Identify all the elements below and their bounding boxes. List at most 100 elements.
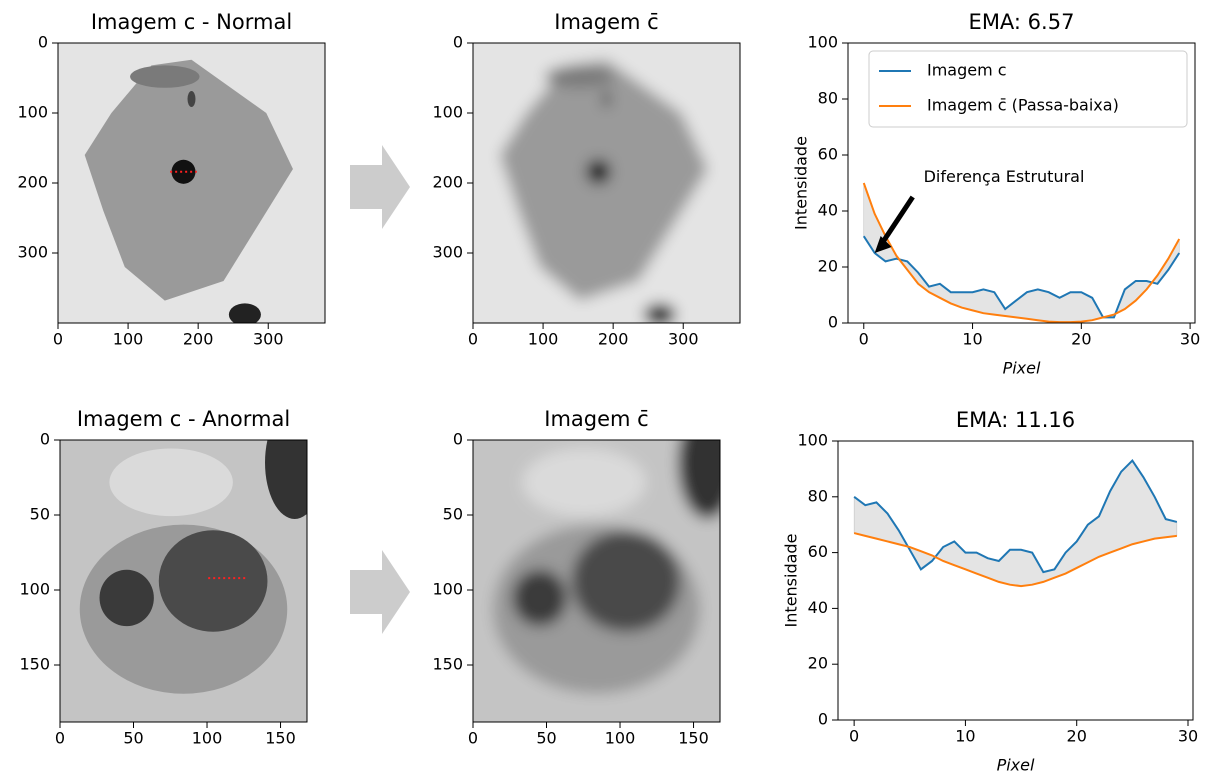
dark-corner xyxy=(265,440,307,519)
image xyxy=(473,43,740,323)
chart-title: EMA: 6.57 xyxy=(969,10,1075,34)
y-tick-label: 60 xyxy=(818,145,838,164)
axes-frame xyxy=(847,42,1196,324)
x-tick-label: 0 xyxy=(859,330,869,349)
chart-title: Imagem c̄ xyxy=(544,407,648,431)
y-tick-label: 100 xyxy=(19,580,50,599)
image-content xyxy=(473,43,740,323)
image-content xyxy=(60,440,307,722)
x-tick-label: 300 xyxy=(668,330,699,349)
image-content xyxy=(58,43,325,323)
y-tick-label: 100 xyxy=(17,103,48,122)
y-tick-label: 0 xyxy=(38,33,48,52)
nucleus xyxy=(586,159,611,184)
x-axis-label: Pixel xyxy=(997,756,1035,775)
x-tick-label: 200 xyxy=(183,330,214,349)
difference-fill xyxy=(853,460,1178,587)
nucleus xyxy=(571,530,681,632)
y-tick-label: 150 xyxy=(432,655,463,674)
axes-frame xyxy=(837,440,1194,721)
nucleus-small xyxy=(512,569,567,627)
granule xyxy=(602,91,611,107)
debris xyxy=(228,303,261,323)
y-tick-label: 40 xyxy=(808,598,828,617)
y-axis-label: Intensidade xyxy=(792,136,811,230)
y-tick-label: 60 xyxy=(808,542,828,561)
y-tick-label: 0 xyxy=(453,430,463,449)
chart-title: Imagem c - Anormal xyxy=(77,407,290,431)
x-tick-label: 150 xyxy=(265,729,296,748)
annotation: Diferença Estrutural xyxy=(924,167,1085,186)
y-tick-label: 100 xyxy=(432,103,463,122)
y-tick-label: 80 xyxy=(818,89,838,108)
y-tick-label: 100 xyxy=(432,580,463,599)
image xyxy=(473,440,720,722)
line-series xyxy=(862,235,1181,319)
x-tick-label: 0 xyxy=(53,330,63,349)
y-tick-label: 100 xyxy=(797,431,828,450)
flow-arrow xyxy=(350,550,410,634)
x-tick-label: 0 xyxy=(849,727,859,746)
legend-box xyxy=(868,50,1188,128)
line-series xyxy=(862,182,1181,324)
y-tick-label: 300 xyxy=(432,243,463,262)
annotation-arrowhead xyxy=(874,236,892,253)
nucleus xyxy=(171,159,196,184)
nucleus xyxy=(158,530,268,632)
x-tick-label: 10 xyxy=(962,330,982,349)
light-region xyxy=(522,448,646,517)
x-tick-label: 50 xyxy=(123,729,143,748)
y-tick-label: 50 xyxy=(30,505,50,524)
y-tick-label: 50 xyxy=(443,505,463,524)
cell-fold xyxy=(545,65,615,88)
image-content xyxy=(473,440,720,722)
x-tick-label: 10 xyxy=(955,727,975,746)
x-tick-label: 0 xyxy=(468,330,478,349)
x-tick-label: 20 xyxy=(1071,330,1091,349)
y-tick-label: 150 xyxy=(19,655,50,674)
y-tick-label: 200 xyxy=(17,173,48,192)
image xyxy=(58,43,325,323)
y-tick-label: 300 xyxy=(17,243,48,262)
debris xyxy=(643,303,676,323)
x-tick-label: 100 xyxy=(605,729,636,748)
light-region xyxy=(109,448,233,517)
x-tick-label: 20 xyxy=(1067,727,1087,746)
y-tick-label: 20 xyxy=(808,654,828,673)
dark-corner xyxy=(678,440,720,519)
axes-frame xyxy=(59,439,308,723)
chart-title: Imagem c - Normal xyxy=(91,10,292,34)
cell-fold xyxy=(130,65,200,88)
image xyxy=(60,440,307,722)
x-tick-label: 300 xyxy=(253,330,284,349)
x-tick-label: 50 xyxy=(536,729,556,748)
y-tick-label: 80 xyxy=(808,486,828,505)
x-tick-label: 30 xyxy=(1178,727,1198,746)
legend-label: Imagem c̄ (Passa-baixa) xyxy=(927,96,1119,115)
y-tick-label: 0 xyxy=(828,313,838,332)
chart-title: EMA: 11.16 xyxy=(956,408,1075,432)
y-tick-label: 100 xyxy=(807,33,838,52)
y-tick-label: 0 xyxy=(40,430,50,449)
x-tick-label: 100 xyxy=(528,330,559,349)
flow-arrow xyxy=(350,145,410,229)
y-tick-label: 0 xyxy=(818,710,828,729)
chart-title: Imagem c̄ xyxy=(554,10,658,34)
axes-frame xyxy=(472,42,741,324)
annotation-arrow xyxy=(879,195,915,246)
x-tick-label: 30 xyxy=(1180,330,1200,349)
x-tick-label: 0 xyxy=(468,729,478,748)
y-tick-label: 0 xyxy=(453,33,463,52)
axes-frame xyxy=(472,439,721,723)
line-series xyxy=(853,532,1177,588)
x-tick-label: 0 xyxy=(55,729,65,748)
axes-frame xyxy=(57,42,326,324)
y-tick-label: 200 xyxy=(432,173,463,192)
granule xyxy=(187,91,196,107)
nucleus-small xyxy=(99,569,154,627)
x-tick-label: 100 xyxy=(113,330,144,349)
x-tick-label: 100 xyxy=(192,729,223,748)
y-axis-label: Intensidade xyxy=(782,534,801,628)
x-tick-label: 200 xyxy=(598,330,629,349)
